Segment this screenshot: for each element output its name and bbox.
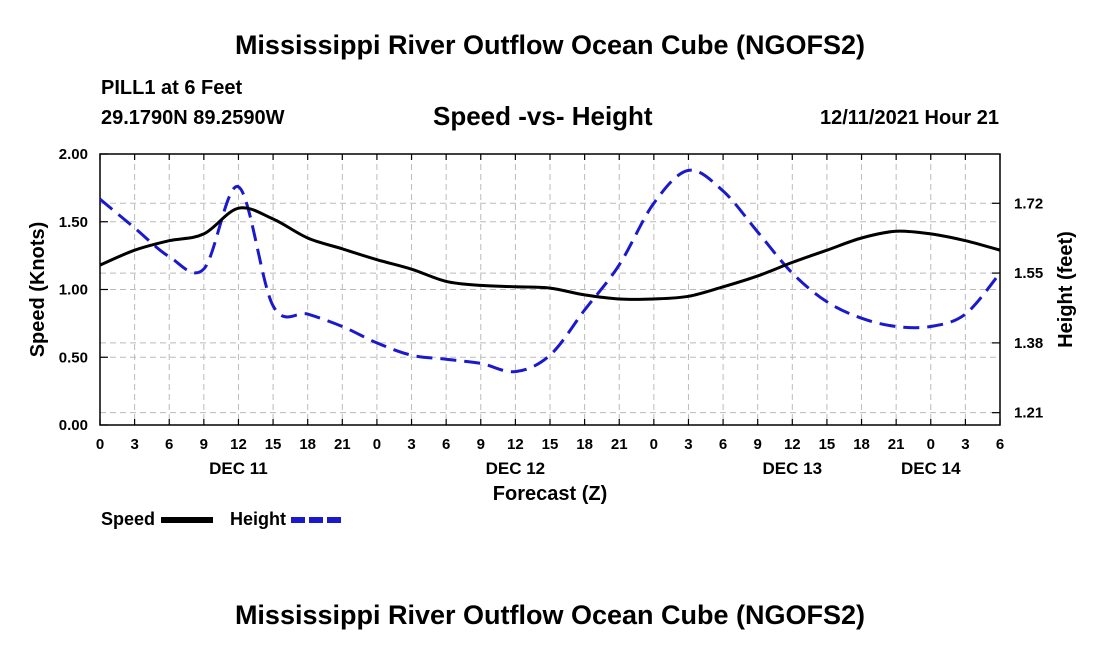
legend-speed-swatch (161, 517, 213, 523)
x-tick-label: 18 (299, 436, 316, 453)
y-axis-label: Speed (Knots) (27, 222, 49, 358)
x-tick-label: 15 (542, 436, 559, 453)
y-tick-label: 1.50 (59, 214, 88, 231)
x-tick-label: 21 (611, 436, 628, 453)
forecast-timestamp: 12/11/2021 Hour 21 (819, 107, 999, 129)
y2-axis-label: Height (feet) (1055, 231, 1077, 348)
x-tick-label: 0 (96, 436, 104, 453)
x-tick-label: 0 (650, 436, 658, 453)
footer-title: Mississippi River Outflow Ocean Cube (NG… (234, 600, 866, 630)
chart-subtitle: Speed -vs- Height (433, 101, 653, 131)
y2-tick-label: 1.21 (1014, 405, 1043, 422)
x-tick-label: 12 (230, 436, 247, 453)
legend-height-label: Height (230, 509, 286, 529)
y2-tick-label: 1.55 (1014, 265, 1043, 282)
y-tick-label: 2.00 (59, 146, 88, 163)
x-day-label: DEC 13 (763, 459, 823, 478)
x-tick-label: 9 (754, 436, 762, 453)
x-tick-label: 15 (819, 436, 836, 453)
x-tick-label: 0 (927, 436, 935, 453)
x-tick-label: 3 (407, 436, 415, 453)
x-tick-label: 21 (334, 436, 351, 453)
y-tick-label: 0.50 (59, 349, 88, 366)
x-tick-label: 6 (719, 436, 727, 453)
speed-series-line (99, 206, 1001, 301)
x-tick-label: 9 (200, 436, 208, 453)
x-day-label: DEC 12 (486, 459, 546, 478)
x-axis-label: Forecast (Z) (493, 483, 607, 505)
y-tick-label: 0.00 (59, 417, 88, 434)
x-tick-label: 15 (265, 436, 282, 453)
x-tick-label: 6 (165, 436, 173, 453)
x-tick-label: 18 (853, 436, 870, 453)
station-coords: 29.1790N 89.2590W (101, 107, 285, 129)
x-tick-label: 6 (442, 436, 450, 453)
y2-tick-label: 1.38 (1014, 335, 1043, 352)
x-tick-label: 9 (477, 436, 485, 453)
legend-height-swatch (291, 517, 343, 523)
chart-title: Mississippi River Outflow Ocean Cube (NG… (234, 30, 866, 60)
x-tick-label: 12 (507, 436, 524, 453)
y2-tick-label: 1.72 (1014, 195, 1043, 212)
x-tick-label: 6 (996, 436, 1004, 453)
x-day-label: DEC 11 (209, 459, 268, 478)
x-tick-label: 3 (961, 436, 969, 453)
station-label: PILL1 at 6 Feet (101, 77, 243, 99)
x-day-label: DEC 14 (901, 459, 961, 478)
legend-speed-label: Speed (101, 509, 156, 529)
x-tick-label: 12 (784, 436, 801, 453)
x-tick-label: 0 (373, 436, 381, 453)
x-tick-label: 3 (130, 436, 138, 453)
x-tick-label: 21 (888, 436, 905, 453)
height-series-line (99, 168, 1002, 374)
y-tick-label: 1.00 (59, 282, 88, 299)
x-tick-label: 18 (576, 436, 593, 453)
x-tick-label: 3 (684, 436, 692, 453)
